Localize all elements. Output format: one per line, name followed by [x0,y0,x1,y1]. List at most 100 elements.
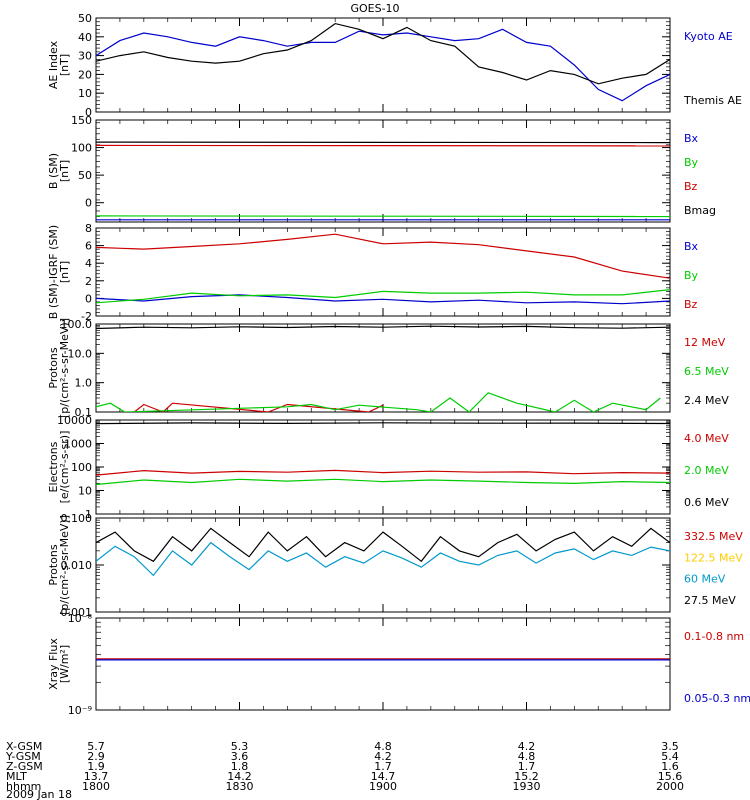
legend-entry: By [684,269,699,282]
y-axis-label: Xray Flux [47,638,60,690]
legend-entry: 122.5 MeV [684,551,743,564]
footer-value: 1.8 [231,760,249,773]
panel-4: 0.1 1.0 10.0 100.0 Protons[p/(cm²-s-sr-MeV)]… [47,318,729,419]
y-tick-label: 0 [85,292,92,305]
y-tick-label: 50 [78,169,92,182]
footer-value: 1.9 [87,760,105,773]
plot-frame [95,617,671,711]
y-tick-label: 10.0 [68,347,93,360]
panel-7: 10⁻⁹ 10⁻⁸ Xray Flux[W/m²] 0.1-0.8 nm 0.05-0.… [47,612,750,717]
series-line [96,144,670,147]
footer-row-label: Y-GSM [5,750,41,763]
y-tick-label: 20 [78,68,92,81]
panel-3: -2 0 2 4 6 8 B (SM)-IGRF (SM)[nT] Bx By Bz [47,222,699,323]
plot-frame [95,323,671,413]
legend-entry: 12 MeV [684,336,726,349]
legend-entry: Kyoto AE [684,30,733,43]
plot-frame [95,119,671,223]
footer-value: 4.8 [374,740,392,753]
footer-row-label: 2009 Jan 18 [6,788,72,800]
y-axis-label: Protons [47,544,60,585]
panel-1: 0 10 20 30 40 50 AE Index[nT] Kyoto AE Themis AE [47,12,742,119]
series-line [96,541,670,577]
plot-frame [95,419,671,515]
footer-value: 1.7 [518,760,536,773]
y-axis-label: Electrons [47,441,60,492]
legend-entry: 2.0 MeV [684,464,729,477]
y-tick-label: 0 [85,197,92,210]
y-tick-label: 6 [85,240,92,253]
footer-value: 5.7 [87,740,105,753]
y-tick-label: 100 [71,461,92,474]
y-tick-label: 10⁻⁸ [68,612,93,625]
footer-value: 4.2 [374,750,392,763]
legend-entry: 0.05-0.3 nm [684,692,750,705]
footer-value: 2.9 [87,750,105,763]
y-tick-label: 0 [85,106,92,119]
legend-entry: 0.6 MeV [684,496,729,509]
plot-frame [95,17,671,113]
legend-entry: Bx [684,132,699,145]
legend-entry: 2.4 MeV [684,394,729,407]
y-tick-label: 100 [71,142,92,155]
panel-2: 0 50 100 150 B (SM)[nT] Bx By Bz Bmag [47,114,716,223]
footer-value: 1.7 [374,760,392,773]
y-tick-label: 0.1 [75,406,93,419]
footer-value: 1900 [369,780,397,793]
y-axis-label: [nT] [58,54,71,76]
y-tick-label: 1 [85,508,92,521]
series-line [133,402,384,412]
footer-value: 1930 [513,780,541,793]
series-line [96,478,670,486]
y-tick-label: 100.0 [61,318,93,331]
series-line [96,325,670,330]
footer-value: 14.2 [227,770,252,783]
y-axis-label: B (SM)-IGRF (SM) [47,225,60,319]
legend-entry: Bz [684,180,698,193]
footer-value: 14.7 [371,770,396,783]
series-line [96,141,670,144]
footer-row-label: hhmm [6,780,41,793]
legend-entry: 4.0 MeV [684,432,729,445]
footer-row-label: Z-GSM [6,760,43,773]
y-tick-label: -2 [81,310,92,323]
series-line [96,215,670,218]
y-axis-label: [W/m²] [58,645,71,683]
legend-entry: Themis AE [683,94,742,107]
legend-entry: Bx [684,240,699,253]
footer-row-label: MLT [6,770,27,783]
series-line [96,294,670,305]
legend-entry: By [684,156,699,169]
footer-value: 4.8 [518,750,536,763]
footer-value: 3.6 [231,750,249,763]
y-tick-label: 40 [78,31,92,44]
series-line [96,392,661,412]
y-axis-label: [p/(cm²-s-sr-MeV)] [58,515,71,615]
y-tick-label: 8 [85,222,92,235]
series-line [96,233,670,279]
footer-value: 13.7 [84,770,109,783]
legend-entry: 60 MeV [684,573,726,586]
footer-value: 1830 [226,780,254,793]
y-axis-label: [nT] [58,261,71,283]
y-tick-label: 1.0 [75,377,93,390]
footer-value: 15.6 [658,770,683,783]
footer-value: 5.4 [661,750,679,763]
legend-entry: 27.5 MeV [684,594,736,607]
y-axis-label: [p/(cm²-s-sr-MeV)] [58,318,71,418]
y-axis-label: [nT] [58,160,71,182]
y-tick-label: 30 [78,50,92,63]
y-tick-label: 4 [85,257,92,270]
series-line [96,469,670,476]
y-tick-label: 10 [78,485,92,498]
y-tick-label: 0.001 [61,606,93,619]
y-axis-label: Protons [47,347,60,388]
legend-entry: 332.5 MeV [684,530,743,543]
footer-value: 1.6 [661,760,679,773]
footer-row-label: X-GSM [6,740,42,753]
legend-entry: 6.5 MeV [684,365,729,378]
y-tick-label: 2 [85,275,92,288]
y-tick-label: 0.100 [61,512,93,525]
footer-value: 3.5 [661,740,679,753]
